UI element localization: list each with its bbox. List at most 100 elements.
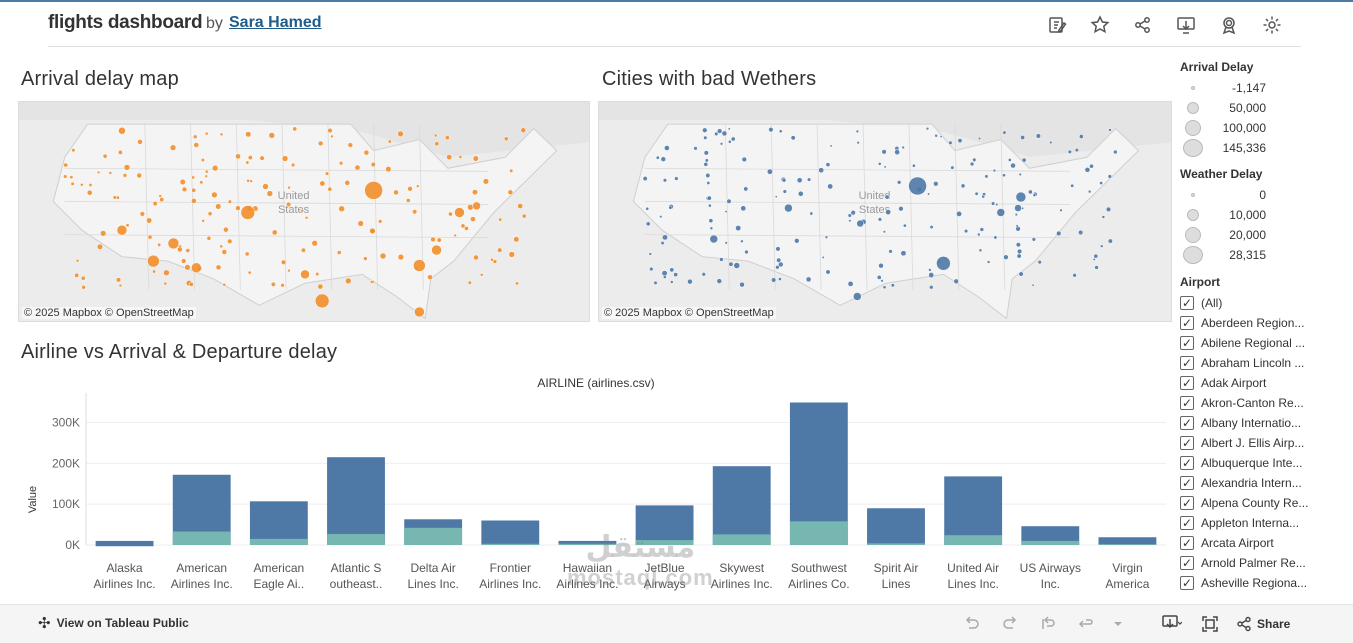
map-airport-dot[interactable] [888, 249, 893, 254]
map-airport-dot[interactable] [719, 142, 724, 146]
map-airport-dot[interactable] [482, 178, 490, 185]
bar-series-1[interactable] [249, 501, 308, 545]
map-airport-dot[interactable] [1072, 273, 1077, 278]
map-airport-dot[interactable] [929, 285, 934, 290]
map-airport-dot[interactable] [379, 252, 387, 260]
map-airport-dot[interactable] [709, 226, 714, 230]
map-airport-dot[interactable] [74, 272, 80, 278]
map-airport-dot[interactable] [939, 135, 943, 138]
map-airport-dot[interactable] [448, 211, 453, 217]
map-airport-dot[interactable] [338, 161, 344, 166]
map-airport-dot[interactable] [181, 186, 188, 193]
map-airport-dot[interactable] [645, 206, 650, 211]
map-airport-dot[interactable] [896, 180, 902, 185]
map-airport-dot[interactable] [235, 205, 241, 211]
map-airport-dot[interactable] [80, 275, 86, 281]
map-airport-dot[interactable] [185, 248, 191, 253]
map-airport-dot[interactable] [1020, 135, 1026, 140]
map-airport-dot[interactable] [167, 237, 180, 250]
map-airport-dot[interactable] [473, 254, 479, 261]
map-airport-dot[interactable] [708, 203, 712, 208]
filter-item[interactable]: ✓ Albuquerque Inte... [1180, 453, 1320, 473]
map-airport-dot[interactable] [1049, 140, 1053, 145]
map-airport-dot[interactable] [977, 232, 981, 237]
map-airport-dot[interactable] [515, 281, 519, 286]
bar-series-1[interactable] [635, 505, 694, 545]
map-airport-dot[interactable] [856, 219, 864, 228]
map-airport-dot[interactable] [739, 281, 745, 288]
map-airport-dot[interactable] [701, 272, 706, 277]
map-airport-dot[interactable] [247, 155, 253, 161]
checkbox-checked-icon[interactable]: ✓ [1180, 416, 1194, 430]
map-airport-dot[interactable] [901, 145, 905, 150]
map-airport-dot[interactable] [1087, 189, 1092, 194]
map-airport-dot[interactable] [730, 136, 736, 142]
map-airport-dot[interactable] [890, 283, 895, 288]
map-airport-dot[interactable] [249, 179, 253, 183]
map-airport-dot[interactable] [829, 144, 833, 148]
map-airport-dot[interactable] [446, 154, 453, 161]
map-airport-dot[interactable] [881, 149, 887, 155]
map-airport-dot[interactable] [163, 269, 170, 276]
map-airport-dot[interactable] [338, 205, 345, 213]
filter-item[interactable]: ✓ Albany Internatio... [1180, 413, 1320, 433]
map-airport-dot[interactable] [458, 155, 463, 159]
map-airport-dot[interactable] [794, 238, 800, 244]
map-airport-dot[interactable] [520, 127, 527, 133]
map-airport-dot[interactable] [648, 252, 652, 256]
map-airport-dot[interactable] [397, 130, 404, 137]
map-airport-dot[interactable] [653, 280, 658, 285]
map-airport-dot[interactable] [521, 213, 527, 219]
map-airport-dot[interactable] [430, 236, 436, 243]
map-airport-dot[interactable] [806, 177, 812, 182]
map-airport-dot[interactable] [1031, 237, 1036, 242]
map-airport-dot[interactable] [122, 173, 128, 178]
map-airport-dot[interactable] [223, 226, 229, 233]
bar-series-2[interactable] [481, 543, 540, 545]
map-airport-dot[interactable] [741, 156, 747, 163]
map-airport-dot[interactable] [880, 279, 884, 283]
map-airport-dot[interactable] [206, 235, 212, 241]
map-airport-dot[interactable] [687, 278, 693, 285]
map-airport-dot[interactable] [821, 256, 825, 259]
filter-item[interactable]: ✓ Abilene Regional ... [1180, 333, 1320, 353]
map-airport-dot[interactable] [848, 219, 852, 223]
map-airport-dot[interactable] [247, 270, 252, 275]
map-airport-dot[interactable] [981, 194, 985, 199]
star-icon[interactable] [1089, 14, 1111, 36]
map-airport-dot[interactable] [81, 285, 86, 290]
map-airport-dot[interactable] [191, 187, 197, 193]
map-airport-dot[interactable] [928, 272, 935, 278]
map-airport-dot[interactable] [116, 224, 128, 236]
map-airport-dot[interactable] [472, 155, 479, 162]
map-airport-dot[interactable] [912, 163, 916, 168]
map-airport-dot[interactable] [855, 129, 860, 134]
map-airport-dot[interactable] [1021, 157, 1027, 163]
map-airport-dot[interactable] [377, 219, 383, 224]
map-airport-dot[interactable] [281, 155, 289, 162]
map-airport-dot[interactable] [397, 254, 405, 261]
map-airport-dot[interactable] [327, 186, 333, 192]
map-airport-dot[interactable] [201, 219, 205, 223]
map-airport-dot[interactable] [878, 262, 884, 269]
map-airport-dot[interactable] [660, 156, 666, 162]
map-airport-dot[interactable] [370, 162, 376, 168]
map-airport-dot[interactable] [724, 241, 728, 245]
map-airport-dot[interactable] [991, 201, 996, 206]
map-airport-dot[interactable] [995, 202, 999, 207]
share-button[interactable]: Share [1236, 616, 1290, 632]
map-airport-dot[interactable] [385, 166, 392, 173]
map-airport-dot[interactable] [775, 246, 781, 252]
map-airport-dot[interactable] [271, 229, 278, 236]
map-airport-dot[interactable] [743, 186, 749, 192]
map-airport-dot[interactable] [936, 256, 951, 271]
map-airport-dot[interactable] [659, 215, 663, 219]
map-airport-dot[interactable] [357, 220, 364, 227]
map-airport-dot[interactable] [270, 281, 276, 287]
map-airport-dot[interactable] [719, 257, 724, 262]
map-airport-dot[interactable] [956, 210, 962, 217]
map-airport-dot[interactable] [71, 148, 76, 153]
map-airport-dot[interactable] [1032, 193, 1037, 197]
map-airport-dot[interactable] [853, 292, 862, 301]
map-airport-dot[interactable] [63, 174, 68, 179]
